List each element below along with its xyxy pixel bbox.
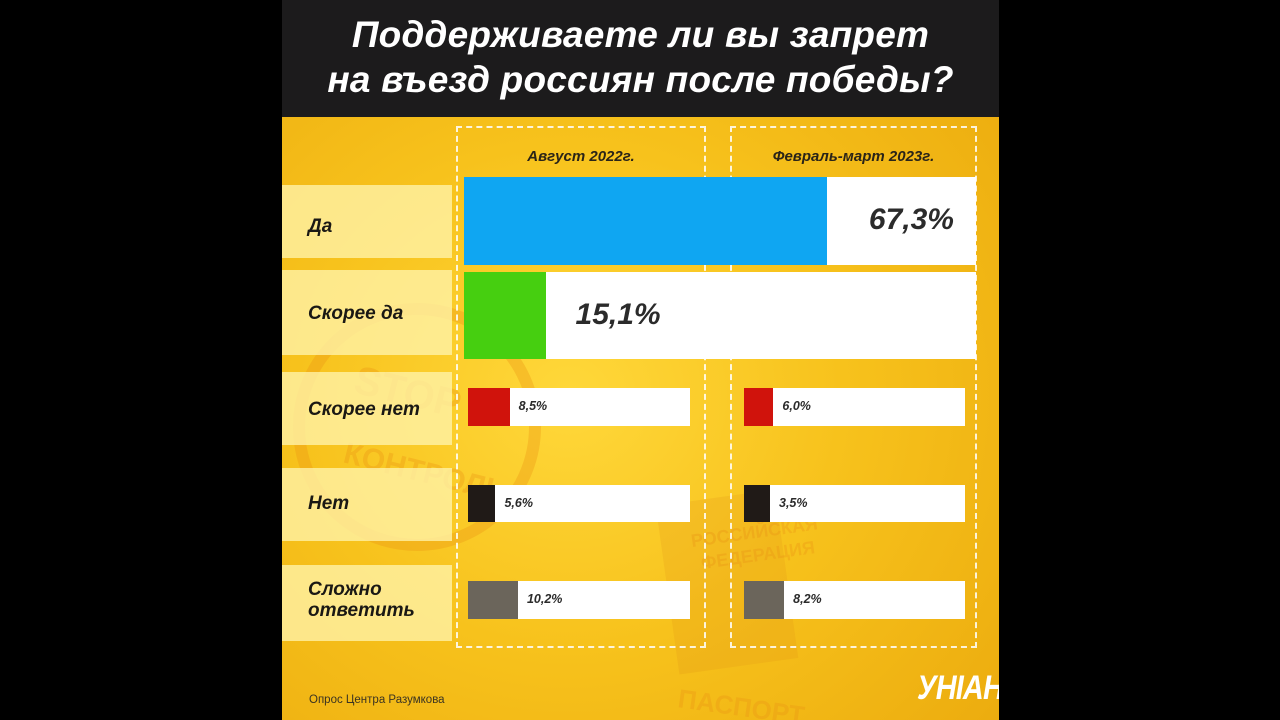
bar-fill: [744, 485, 770, 522]
title-line-2: на въезд россиян после победы?: [327, 59, 954, 100]
bar-fill: [464, 272, 546, 359]
column-header: Август 2022г.: [527, 148, 635, 165]
bar-value-label: 15,1%: [575, 297, 661, 331]
bar: 8,5%: [468, 388, 690, 426]
column-frame: [456, 126, 706, 648]
source-note: Опрос Центра Разумкова: [309, 694, 445, 706]
bar-value-label: 67,3%: [868, 203, 954, 236]
brand-logo: УНІАН: [917, 669, 999, 707]
row-band: [282, 270, 452, 355]
bar-fill: [464, 177, 828, 265]
bar: 10,2%: [468, 581, 690, 619]
row-band: [282, 372, 452, 445]
column-frame: [730, 126, 977, 648]
bar-value-label: 6,0%: [782, 399, 811, 413]
row-label: Сложно ответить: [308, 579, 415, 621]
bar-value-label: 3,5%: [779, 495, 808, 510]
title-line-1: Поддерживаете ли вы запрет: [351, 14, 930, 55]
row-band: [282, 468, 452, 541]
row-band: [282, 565, 452, 641]
bar-fill: [744, 581, 785, 619]
header-bar: Поддерживаете ли вы запрет на въезд росс…: [282, 0, 999, 117]
row-label: Да: [308, 216, 333, 237]
bar-value-label: 8,5%: [518, 399, 548, 413]
row-label: Скорее да: [308, 303, 404, 324]
infographic-panel: STOP КОНТРОЛЬ ПАСПОРТ РОССИЙСКАЯ ФЕДЕРАЦ…: [282, 0, 999, 720]
bar: 67,3%: [464, 177, 976, 265]
bar: 6,0%: [744, 388, 965, 426]
bar-value-label: 5,6%: [504, 495, 533, 510]
bar-value-label: 8,2%: [793, 592, 822, 606]
bar-value-label: 10,2%: [526, 592, 563, 606]
bar: 3,5%: [744, 485, 965, 522]
row-label: Нет: [308, 493, 350, 514]
bar-fill: [468, 485, 496, 522]
bar-fill: [468, 581, 518, 619]
bar: 5,6%: [468, 485, 690, 522]
bar: 8,2%: [744, 581, 965, 619]
bar-fill: [468, 388, 510, 426]
bar-fill: [744, 388, 774, 426]
bar: 15,1%: [464, 272, 976, 359]
svg-text:ПАСПОРТ: ПАСПОРТ: [676, 683, 806, 720]
row-band: [282, 185, 452, 258]
row-label: Скорее нет: [308, 399, 420, 420]
column-header: Февраль-март 2023г.: [772, 148, 935, 165]
